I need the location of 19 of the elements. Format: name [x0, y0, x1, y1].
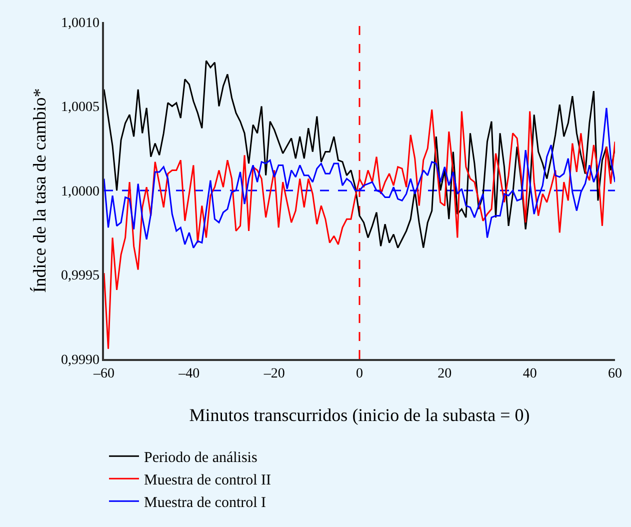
y-axis-title: Índice de la tasa de cambio*: [30, 88, 50, 293]
legend-label: Periodo de análisis: [144, 450, 258, 466]
x-tick-label: –40: [178, 366, 200, 382]
line-series: [104, 107, 615, 249]
x-tick-label: 0: [356, 366, 363, 382]
y-tick-label: 1,0010: [60, 16, 100, 31]
x-tick-label: 60: [608, 366, 622, 382]
x-tick-label: –60: [92, 366, 114, 382]
y-tick-label: 0,9995: [60, 268, 100, 284]
x-tick-label: –20: [262, 366, 285, 382]
y-tick-label: 1,0005: [60, 100, 100, 116]
y-tick-label: 0,9990: [60, 352, 100, 368]
legend-label: Muestra de control II: [144, 472, 272, 488]
x-tick-label: 20: [438, 366, 452, 382]
x-tick-label: 40: [522, 366, 537, 382]
x-axis-title: Minutos transcurridos (inicio de la subasta = 0): [189, 405, 530, 426]
line-series: [104, 60, 615, 249]
legend-label: Muestra de control I: [144, 494, 266, 511]
y-tick-label: 1,0000: [60, 184, 100, 200]
